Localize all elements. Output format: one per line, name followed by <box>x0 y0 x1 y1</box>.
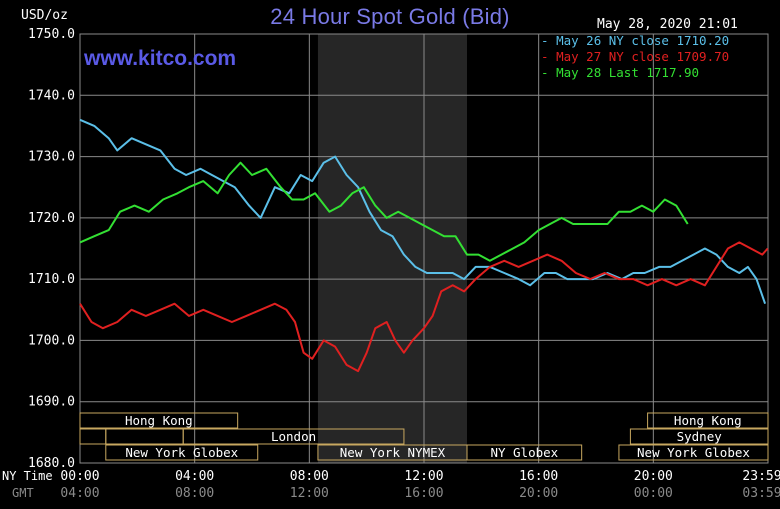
session-label: NY Globex <box>490 445 558 460</box>
ny-time-label: NY Time <box>2 469 53 483</box>
x-tick-label-gmt: 20:00 <box>519 486 558 501</box>
session-label: Hong Kong <box>125 413 193 428</box>
legend-label: May 27 NY close 1709.70 <box>556 49 730 64</box>
x-tick-label-ny: 23:59 <box>742 469 780 484</box>
session-label: Hong Kong <box>674 413 742 428</box>
kitco-link[interactable]: www.kitco.com <box>84 47 237 70</box>
session-bar <box>79 428 107 445</box>
x-tick-label-ny: 00:00 <box>60 469 99 484</box>
session-bar <box>629 428 769 445</box>
x-tick-label-gmt: 12:00 <box>290 486 329 501</box>
legend-label: May 28 Last 1717.90 <box>556 65 700 80</box>
x-tick-label-gmt: 03:59 <box>742 486 780 501</box>
y-axis-units: USD/oz <box>21 8 68 23</box>
x-tick-label-ny: 04:00 <box>175 469 214 484</box>
series-line-2 <box>79 241 769 373</box>
y-tick-label: 1710.0 <box>28 272 75 287</box>
y-tick-label: 1740.0 <box>28 88 75 103</box>
nymex-session-shading <box>317 34 467 463</box>
x-tick-label-gmt: 16:00 <box>404 486 443 501</box>
series-line-1 <box>79 118 767 305</box>
chart-title: 24 Hour Spot Gold (Bid) <box>270 4 510 29</box>
session-bar <box>466 444 583 461</box>
legend-label: May 26 NY close 1710.20 <box>556 33 730 48</box>
timestamp: May 28, 2020 21:01 <box>597 17 738 32</box>
session-label: New York Globex <box>125 445 238 460</box>
legend: - May 26 NY close 1710.20 - May 27 NY cl… <box>541 33 775 81</box>
y-tick-label: 1750.0 <box>28 27 75 42</box>
x-tick-label-ny: 20:00 <box>634 469 673 484</box>
session-bar <box>105 428 184 445</box>
x-tick-label-gmt: 00:00 <box>634 486 673 501</box>
legend-item-may27: - May 27 NY close 1709.70 <box>541 49 730 64</box>
legend-item-may26: - May 26 NY close 1710.20 <box>541 33 730 48</box>
gmt-label: GMT <box>12 486 34 500</box>
session-label: Sydney <box>677 429 723 444</box>
session-bar <box>618 444 769 461</box>
session-label: New York NYMEX <box>340 445 446 460</box>
x-tick-label-ny: 16:00 <box>519 469 558 484</box>
x-tick-label-ny: 08:00 <box>290 469 329 484</box>
legend-item-may28: - May 28 Last 1717.90 <box>541 65 700 80</box>
session-bar <box>647 412 769 429</box>
y-tick-label: 1700.0 <box>28 333 75 348</box>
session-bar <box>182 428 405 445</box>
x-tick-label-gmt: 08:00 <box>175 486 214 501</box>
y-tick-label: 1730.0 <box>28 150 75 165</box>
y-tick-label: 1690.0 <box>28 395 75 410</box>
y-tick-label: 1720.0 <box>28 211 75 226</box>
session-label: New York Globex <box>637 445 750 460</box>
x-tick-label-ny: 12:00 <box>404 469 443 484</box>
x-tick-label-gmt: 04:00 <box>60 486 99 501</box>
session-label: London <box>271 429 316 444</box>
session-bar <box>79 412 239 429</box>
session-bar <box>105 444 259 461</box>
series-line-3 <box>79 161 689 262</box>
y-tick-label: 1680.0 <box>28 456 75 471</box>
